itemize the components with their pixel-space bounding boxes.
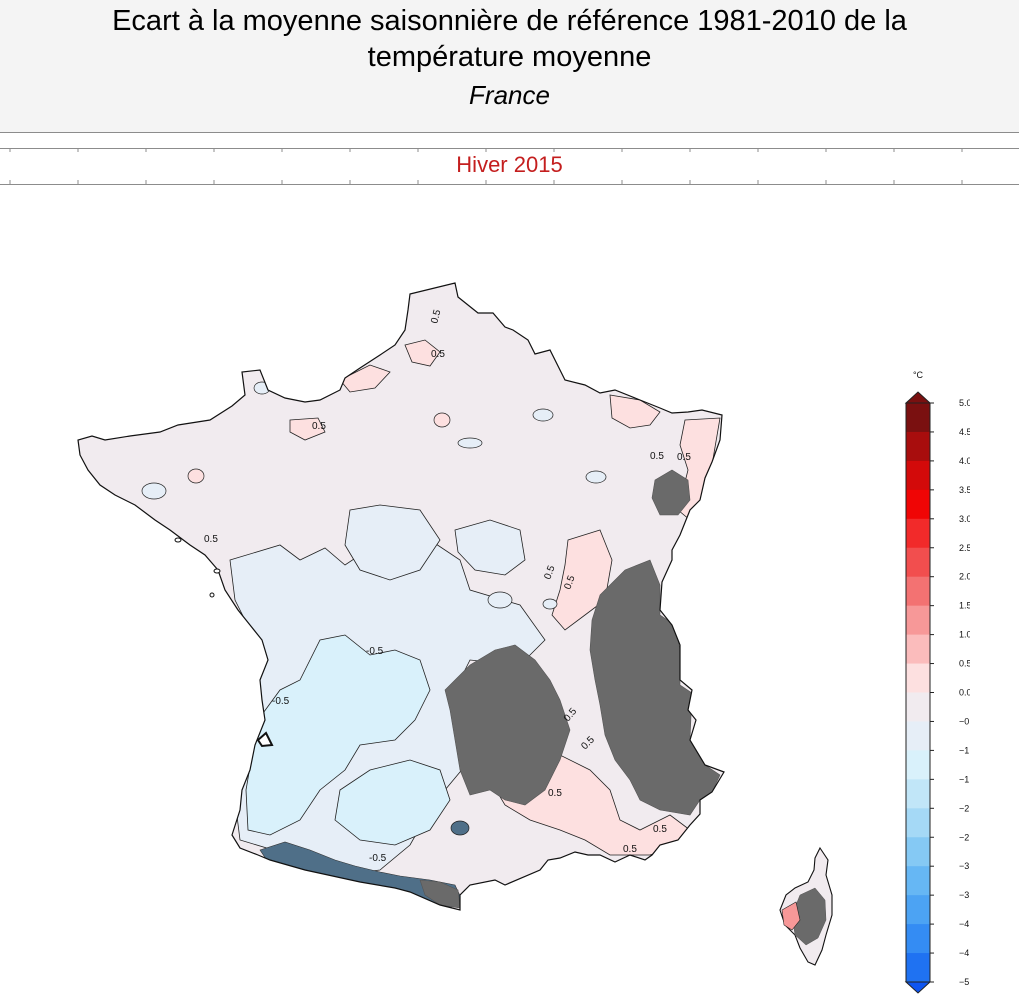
anomaly-spot-2 [457, 437, 483, 449]
anomaly-zone-light-blue-north [454, 519, 526, 576]
france-anomaly-map: 0.5 0.5 0.5 0.5 0.5 0.5 0.5 0.5 0.5 0.5 … [77, 282, 833, 966]
contour-label: 0.5 [312, 421, 326, 432]
anomaly-zone-blue-southwest [245, 634, 431, 836]
legend-tick-label: −1.0 [959, 745, 970, 755]
legend-color-swatch [906, 489, 930, 520]
legend-color-swatch [906, 692, 930, 722]
title-line-2: température moyenne [367, 41, 652, 73]
legend-tick-label: −4.5 [959, 948, 970, 958]
legend-color-swatch [906, 779, 930, 809]
legend-color-swatch [906, 518, 930, 549]
legend-tick-label: 5.0 [959, 398, 970, 408]
legend-color-swatch [906, 750, 930, 780]
season-bar-ticks-top [9, 148, 963, 152]
legend-color-swatch [906, 634, 930, 665]
season-bar-ticks-bottom [9, 180, 963, 184]
legend-tick-label: −0.5 [959, 716, 970, 726]
legend-color-swatch [906, 837, 930, 867]
legend-tick-label: 4.0 [959, 456, 970, 466]
legend-tick-label: 2.5 [959, 543, 970, 553]
legend-color-swatch [906, 547, 930, 578]
contour-label: 0.5 [650, 451, 664, 462]
anomaly-zone-pink-north-coast [339, 364, 391, 393]
island-dot [213, 568, 221, 574]
corsica [779, 846, 833, 966]
oleron-island [256, 731, 274, 748]
contour-label: 0.5 [653, 824, 667, 835]
contour-label: 0.5 [429, 308, 443, 325]
color-legend: °C 5.0 4.5 4.0 3.5 3.0 2.5 2.0 1.5 1.0 0.5 0.0 −0.5… [904, 370, 970, 994]
legend-tick-label: 3.0 [959, 514, 970, 524]
legend-color-swatch [906, 953, 930, 983]
legend-tick-label: 4.5 [959, 427, 970, 437]
legend-color-swatch [906, 431, 930, 462]
anomaly-zone-blue-center [334, 759, 451, 846]
anomaly-spot-5 [187, 468, 205, 484]
island-dots [174, 537, 274, 748]
legend-arrow-min [904, 981, 932, 994]
contour-label: 0.5 [623, 844, 637, 855]
legend-color-bar [904, 391, 932, 994]
legend-color-swatch [906, 866, 930, 896]
legend-tick-label: −2.5 [959, 832, 970, 842]
legend-tick-label: 1.5 [959, 601, 970, 611]
season-bar: Hiver 2015 [0, 148, 1019, 185]
legend-color-swatch [906, 403, 930, 433]
legend-tick-label: −4.0 [959, 919, 970, 929]
anomaly-spot-10 [585, 470, 607, 484]
legend-tick-label: −2.0 [959, 803, 970, 813]
anomaly-spot-7 [450, 820, 470, 836]
contour-label: 0.5 [542, 564, 557, 581]
legend-tick-label: 0.0 [959, 688, 970, 698]
season-label: Hiver 2015 [456, 152, 563, 177]
contour-label: -0.5 [272, 696, 290, 707]
relief-mask-jura [651, 469, 691, 516]
legend-arrow-max [904, 391, 932, 404]
legend-tick-label: −3.5 [959, 890, 970, 900]
contour-label-group: 0.5 0.5 0.5 0.5 0.5 0.5 0.5 0.5 0.5 0.5 … [204, 308, 691, 864]
anomaly-spot-8 [542, 598, 558, 610]
anomaly-zone-pink-brittany [289, 417, 326, 441]
anomaly-zone-light-blue-center [344, 504, 441, 581]
legend-tick-label: 1.0 [959, 630, 970, 640]
anomaly-spot-1 [433, 412, 451, 428]
contour-label: 0.5 [562, 574, 577, 591]
contour-label: -0.5 [369, 853, 387, 864]
header-panel: Ecart à la moyenne saisonnière de référe… [0, 0, 1019, 133]
legend-tick-label: 3.5 [959, 485, 970, 495]
legend-tick-label: −3.0 [959, 861, 970, 871]
anomaly-spot-3 [532, 408, 554, 422]
corsica-pink-zone [781, 901, 801, 931]
island-dot [174, 537, 182, 543]
legend-color-swatch [906, 460, 930, 491]
legend-tick-label: 0.5 [959, 659, 970, 669]
legend-tick-label: 2.0 [959, 572, 970, 582]
legend-tick-label: −1.5 [959, 774, 970, 784]
region-subtitle: France [469, 80, 550, 110]
mainland-france: 0.5 0.5 0.5 0.5 0.5 0.5 0.5 0.5 0.5 0.5 … [77, 282, 725, 911]
anomaly-spot-9 [487, 591, 513, 609]
relief-mask-massif-central [444, 644, 571, 806]
legend-tick-label: −5.0 [959, 977, 970, 987]
legend-tick-labels: 5.0 4.5 4.0 3.5 3.0 2.5 2.0 1.5 1.0 0.5 0.0 −0.5 −1.… [930, 398, 970, 987]
island-dot [209, 592, 215, 598]
map-title: Ecart à la moyenne saisonnière de référe… [0, 3, 1019, 75]
legend-color-swatch [906, 808, 930, 838]
title-line-1: Ecart à la moyenne saisonnière de référe… [112, 5, 907, 37]
contour-label: -0.5 [366, 646, 384, 657]
anomaly-zone-pink-channel [404, 339, 441, 367]
contour-label: 0.5 [204, 534, 218, 545]
legend-color-swatch [906, 576, 930, 607]
legend-color-swatch [906, 895, 930, 925]
contour-label: 0.5 [548, 788, 562, 799]
legend-color-swatch [906, 924, 930, 954]
contour-label: 0.5 [431, 349, 445, 360]
legend-color-swatch [906, 721, 930, 751]
legend-color-swatch [906, 663, 930, 693]
anomaly-spot-4 [141, 482, 167, 500]
legend-unit: °C [913, 370, 924, 380]
contour-label: 0.5 [677, 452, 691, 463]
legend-color-swatch [906, 605, 930, 636]
